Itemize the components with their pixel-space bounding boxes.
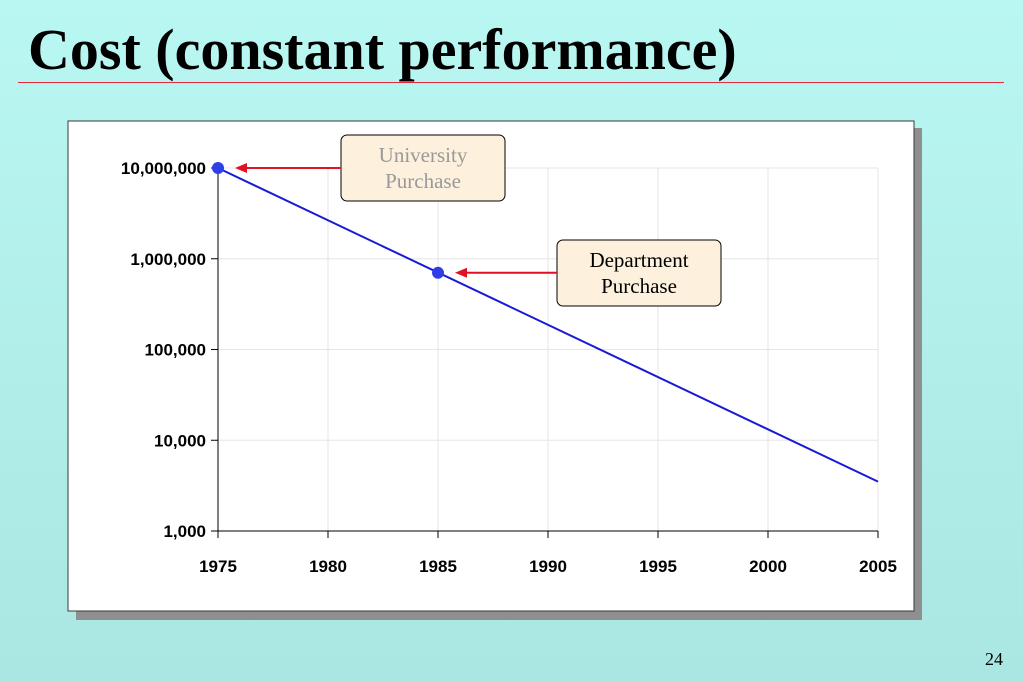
y-axis-ticks: 1,000 10,000 100,000 1,000,000 10,000,000 [121,159,218,541]
x-tick-label: 1975 [199,557,237,576]
chart-frame [67,120,915,612]
callout-arrowhead [235,163,247,173]
callout-text: Purchase [385,169,461,193]
x-tick-label: 1985 [419,557,457,576]
slide-title: Cost (constant performance) [28,17,737,82]
title-divider [18,82,1004,83]
cost-line [217,167,879,483]
y-tick-label: 100,000 [145,341,206,360]
y-tick-label: 1,000,000 [130,250,206,269]
series-layer [212,162,879,483]
y-tick-label: 1,000 [163,522,206,541]
y-tick-label: 10,000 [154,431,206,450]
callout-text: Purchase [601,274,677,298]
callout-text: University [379,143,468,167]
x-tick-label: 2000 [749,557,787,576]
y-tick-label: 10,000,000 [121,159,206,178]
data-point-marker [432,266,444,279]
x-tick-label: 1995 [639,557,677,576]
x-axis-ticks: 1975 1980 1985 1990 1995 2000 2005 [199,531,897,576]
data-point-marker [212,162,224,174]
callout-arrowhead [455,267,467,278]
page-number: 24 [985,649,1003,669]
callout-text: Department [589,248,688,272]
x-tick-label: 1990 [529,557,567,576]
x-tick-label: 2005 [859,557,897,576]
x-tick-label: 1980 [309,557,347,576]
